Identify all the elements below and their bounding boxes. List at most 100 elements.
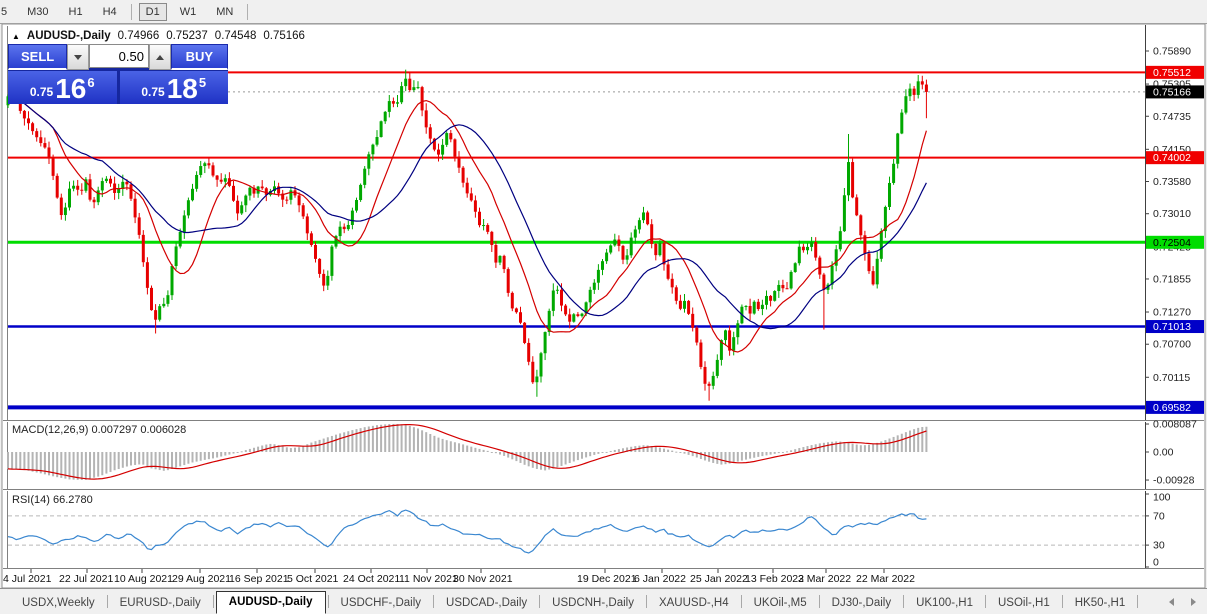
ohlc-close: 0.75166 (263, 30, 305, 42)
timeframe-button-M30[interactable]: M30 (27, 5, 49, 18)
tab-eurusd-daily[interactable]: EURUSD-,Daily (119, 597, 201, 609)
tab-hk50-h1[interactable]: HK50-,H1 (1074, 597, 1126, 609)
tab-usdx-weekly[interactable]: USDX,Weekly (22, 597, 95, 609)
price-badge-0.75166: 0.75166 (1153, 86, 1191, 98)
price-badges: 0.75512 0.74002 0.72504 0.71013 0.69582 0.751… (1146, 65, 1204, 414)
rsi-tick-label: 30 (1153, 540, 1165, 552)
chart-title: ▲ AUDUSD-,Daily 0.74966 0.75237 0.74548 … (12, 30, 305, 42)
date-label: 11 Nov 2021 (399, 573, 458, 585)
bid-price-pipette: 6 (87, 75, 95, 90)
volume-increase-button[interactable] (148, 44, 171, 70)
rsi-line (7, 509, 927, 554)
date-label: 30 Nov 2021 (453, 573, 513, 585)
tab-separator (1061, 595, 1063, 608)
date-label: 3 Mar 2022 (798, 573, 851, 585)
price-axis[interactable]: 0.758900.753050.747350.741500.735800.730… (1145, 46, 1197, 569)
tab-usdcad-daily[interactable]: USDCAD-,Daily (446, 597, 528, 609)
timeframe-button-D1[interactable]: D1 (138, 2, 167, 21)
price-tick-label: 0.73580 (1153, 176, 1191, 188)
macd-signal-line (7, 424, 927, 480)
ask-price-pips: 18 (166, 73, 198, 104)
tab-audusd-daily[interactable]: AUDUSD-,Daily (215, 591, 326, 614)
one-click-trading-panel: SELL BUY 0.75 16 6 0.75 18 5 (8, 44, 228, 104)
timeframe-button-H1[interactable]: H1 (68, 5, 83, 18)
macd-tick-label: 0.008087 (1153, 419, 1197, 431)
rsi-tick-label: 70 (1153, 510, 1165, 522)
buy-button[interactable]: BUY (170, 44, 228, 70)
chevron-down-icon (74, 54, 83, 60)
tab-xauusd-h4[interactable]: XAUUSD-,H4 (658, 597, 729, 609)
macd-tick-label: -0.00928 (1153, 475, 1195, 487)
tab-uk100-h1[interactable]: UK100-,H1 (916, 597, 973, 609)
tab-separator (327, 595, 329, 608)
ohlc-open: 0.74966 (117, 30, 160, 42)
tab-separator (645, 595, 647, 608)
tab-separator (740, 595, 742, 608)
tab-separator (106, 595, 108, 608)
price-badge-0.69582: 0.69582 (1153, 402, 1191, 414)
ask-price-pipette: 5 (198, 75, 207, 90)
tab-separator (212, 595, 214, 608)
price-badge-0.72504: 0.72504 (1153, 237, 1191, 249)
panel-collapse-icon[interactable]: ▲ (12, 31, 20, 41)
rsi-indicator (7, 509, 1145, 554)
date-label: 29 Aug 2021 (172, 573, 231, 585)
toolbar-separator (130, 3, 132, 20)
rsi-label: RSI(14) 66.2780 (12, 494, 93, 506)
timeframe-button-H4[interactable]: H4 (102, 5, 117, 18)
date-axis[interactable]: 4 Jul 2021 22 Jul 2021 10 Aug 2021 29 Aug 2… (3, 569, 915, 585)
toolbar-separator (247, 3, 249, 20)
chevron-up-icon (155, 54, 164, 60)
tab-usdchf-daily[interactable]: USDCHF-,Daily (340, 597, 422, 609)
symbol-tab-bar: USDX,Weekly EURUSD-,Daily AUDUSD-,Daily USD… (0, 588, 1207, 614)
timeframe-button-W1[interactable]: W1 (179, 5, 197, 18)
indicator-labels: MACD(12,26,9) 0.007297 0.006028 RSI(14) 6… (12, 424, 186, 506)
ask-price-box[interactable]: 0.75 18 5 (119, 71, 228, 104)
tab-separator (433, 595, 435, 608)
tab-separator (818, 595, 820, 608)
date-label: 16 Sep 2021 (229, 573, 289, 585)
arrow-right-icon (1190, 597, 1196, 606)
price-tick-label: 0.73010 (1153, 208, 1191, 220)
price-tick-label: 0.74735 (1153, 111, 1191, 123)
rsi-tick-label: 0 (1153, 557, 1159, 569)
date-label: 5 Oct 2021 (287, 573, 339, 585)
sell-button[interactable]: SELL (8, 44, 68, 70)
tab-ukoil-m5[interactable]: UKOil-,M5 (753, 597, 807, 609)
tab-scroll-right-button[interactable] (1185, 594, 1201, 609)
price-badge-0.74002: 0.74002 (1153, 152, 1191, 164)
ohlc-high: 0.75237 (166, 30, 208, 42)
tab-separator (1137, 595, 1139, 608)
price-tick-label: 0.71270 (1153, 307, 1191, 319)
rsi-tick-label: 100 (1153, 492, 1171, 504)
timeframe-toolbar: 5 M30 H1 H4 D1 W1 MN (0, 0, 1207, 24)
tab-separator (903, 595, 905, 608)
date-label: 22 Jul 2021 (59, 573, 113, 585)
symbol-period-label: AUDUSD-,Daily (26, 30, 111, 42)
price-tick-label: 0.75890 (1153, 46, 1191, 58)
price-badge-0.71013: 0.71013 (1153, 321, 1191, 333)
timeframe-button-5[interactable]: 5 (1, 5, 8, 18)
tab-separator (539, 595, 541, 608)
volume-input[interactable] (88, 44, 149, 68)
date-label: 10 Aug 2021 (114, 573, 173, 585)
date-label: 25 Jan 2022 (690, 573, 748, 585)
macd-indicator (7, 423, 928, 480)
tab-usoil-h1[interactable]: USOil-,H1 (997, 597, 1050, 609)
tab-separator (984, 595, 986, 608)
tab-scroll-left-button[interactable] (1163, 594, 1179, 609)
arrow-left-icon (1168, 597, 1174, 606)
price-tick-label: 0.70700 (1153, 339, 1191, 351)
tab-scroll-arrows (1163, 594, 1201, 609)
price-tick-label: 0.71855 (1153, 273, 1191, 285)
one-click-top-row: SELL BUY (8, 44, 228, 70)
price-badge-0.75512: 0.75512 (1153, 67, 1191, 79)
timeframe-button-MN[interactable]: MN (216, 5, 234, 18)
tab-usdcnh-daily[interactable]: USDCNH-,Daily (552, 597, 634, 609)
bid-price-box[interactable]: 0.75 16 6 (8, 71, 117, 104)
volume-decrease-button[interactable] (67, 44, 89, 70)
tab-dj30-daily[interactable]: DJ30-,Daily (831, 597, 892, 609)
macd-tick-label: 0.00 (1153, 447, 1174, 459)
